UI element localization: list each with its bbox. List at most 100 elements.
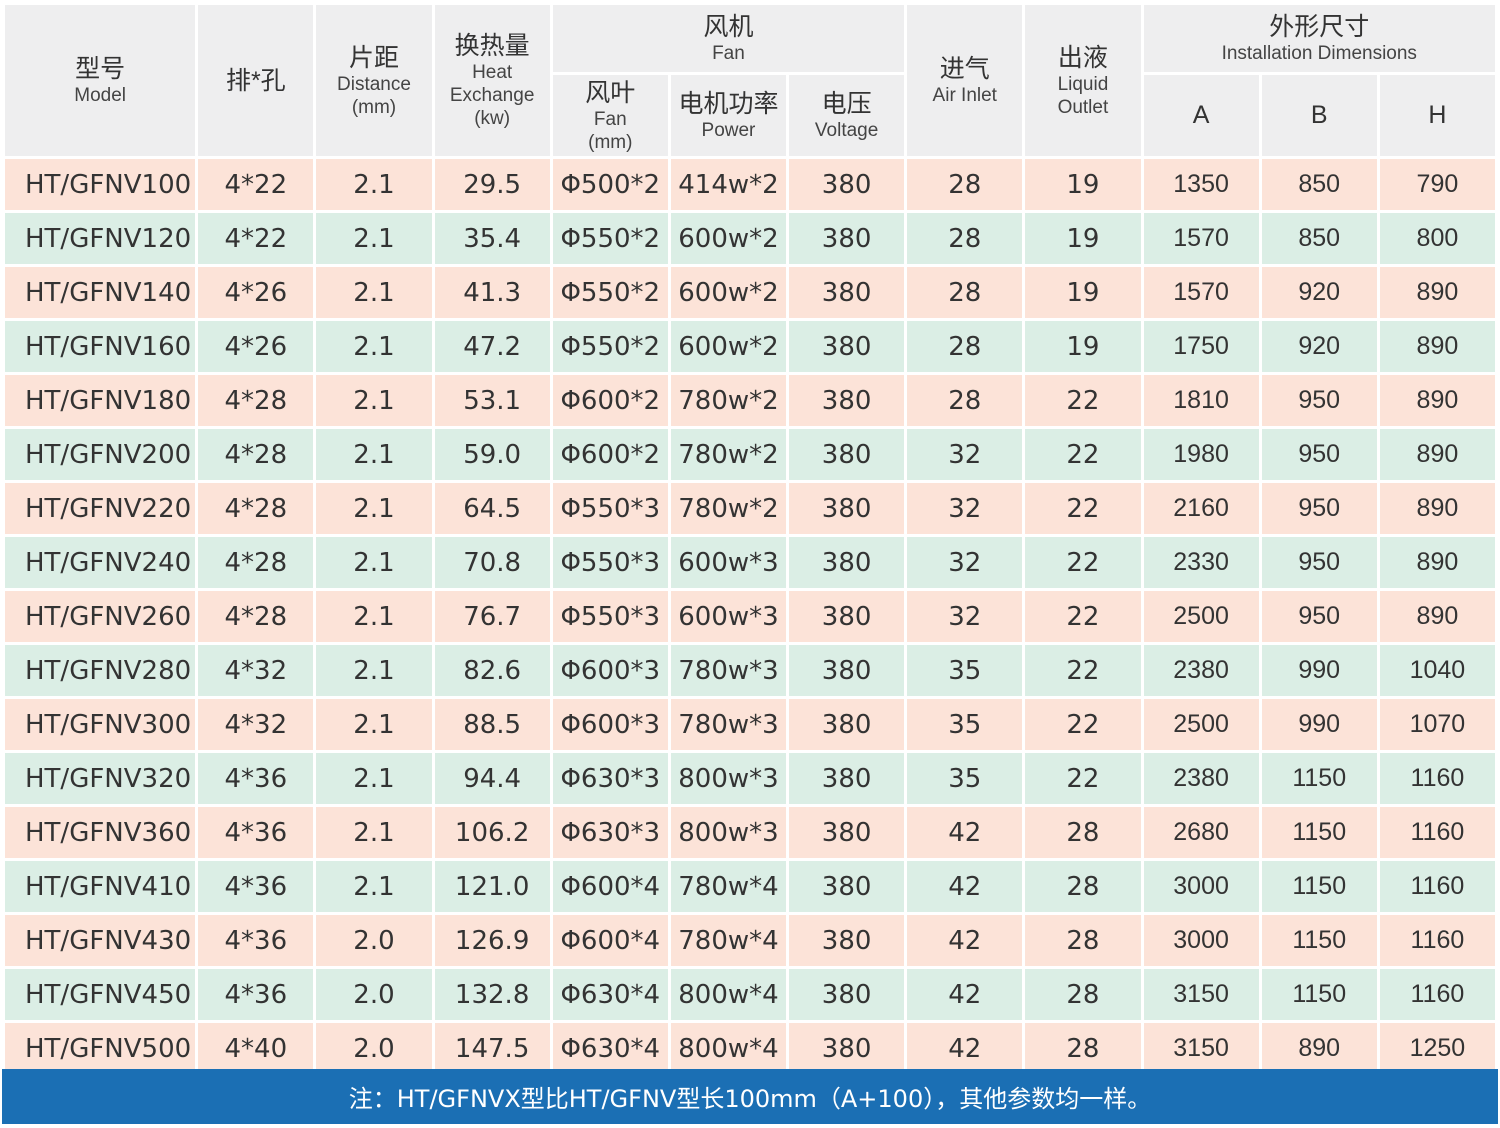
header-model-zh: 型号 [75,55,126,83]
cell-rows-holes: 4*28 [198,591,314,642]
header-distance-en: Distance [337,73,411,95]
cell-fan: Φ600*3 [552,645,668,696]
cell-voltage: 380 [789,915,905,966]
cell-b: 950 [1261,375,1377,426]
header-dims-group-en: Installation Dimensions [1221,43,1417,64]
cell-distance: 2.1 [316,861,432,912]
cell-heat: 94.4 [434,753,550,804]
cell-liquid-outlet: 19 [1025,159,1141,210]
header-heat-en1: Heat [472,62,513,83]
cell-power: 780w*2 [670,375,787,426]
footnote-banner: 注：HT/GFNVX型比HT/GFNV型长100mm（A+100），其他参数均一… [2,1069,1498,1124]
cell-a: 3150 [1143,1023,1259,1074]
table-row: HT/GFNV280 4*32 2.1 82.6 Φ600*3 780w*3 380 35 22… [5,645,1495,696]
cell-liquid-outlet: 22 [1025,483,1141,534]
cell-heat: 70.8 [434,537,550,588]
cell-b: 1150 [1261,753,1377,804]
table-row: HT/GFNV360 4*36 2.1 106.2 Φ630*3 800w*3 380 42 2… [5,807,1495,858]
table-row: HT/GFNV200 4*28 2.1 59.0 Φ600*2 780w*2 380 32 22… [5,429,1495,480]
header-fan-blade-unit: (mm) [588,131,633,153]
cell-fan: Φ550*2 [552,321,668,372]
header-dim-h-label: H [1428,101,1447,129]
cell-fan: Φ550*2 [552,213,668,264]
header-distance-unit: (mm) [351,96,397,118]
header-air-inlet-zh: 进气 [939,55,990,83]
cell-voltage: 380 [789,699,905,750]
cell-power: 800w*3 [670,807,787,858]
cell-b: 890 [1261,1023,1377,1074]
cell-distance: 2.0 [316,1023,432,1074]
cell-heat: 121.0 [434,861,550,912]
cell-voltage: 380 [789,483,905,534]
cell-a: 2380 [1143,645,1259,696]
spec-table: 型号 Model 排*孔 片距 Distance (mm) 换热量 Heat E… [2,2,1498,1077]
cell-liquid-outlet: 22 [1025,537,1141,588]
header-dims-group: 外形尺寸 Installation Dimensions [1143,5,1495,72]
cell-heat: 64.5 [434,483,550,534]
cell-model: HT/GFNV500 [5,1023,196,1074]
cell-power: 800w*4 [670,1023,787,1074]
cell-h: 1160 [1379,753,1495,804]
cell-h: 890 [1379,429,1495,480]
cell-liquid-outlet: 22 [1025,375,1141,426]
cell-rows-holes: 4*28 [198,537,314,588]
cell-model: HT/GFNV260 [5,591,196,642]
header-dim-b: B [1261,75,1377,156]
cell-rows-holes: 4*26 [198,267,314,318]
cell-h: 1250 [1379,1023,1495,1074]
cell-model: HT/GFNV120 [5,213,196,264]
cell-voltage: 380 [789,591,905,642]
cell-voltage: 380 [789,807,905,858]
cell-b: 920 [1261,267,1377,318]
cell-voltage: 380 [789,753,905,804]
table-row: HT/GFNV450 4*36 2.0 132.8 Φ630*4 800w*4 380 42 2… [5,969,1495,1020]
table-row: HT/GFNV100 4*22 2.1 29.5 Φ500*2 414w*2 380 28 19… [5,159,1495,210]
cell-air-inlet: 42 [907,807,1023,858]
cell-distance: 2.1 [316,321,432,372]
cell-voltage: 380 [789,375,905,426]
cell-heat: 47.2 [434,321,550,372]
table-row: HT/GFNV240 4*28 2.1 70.8 Φ550*3 600w*3 380 32 22… [5,537,1495,588]
header-fan-group-zh: 风机 [703,13,754,41]
cell-rows-holes: 4*36 [198,915,314,966]
header-motor-power-zh: 电机功率 [678,90,779,118]
cell-power: 600w*2 [670,321,787,372]
cell-voltage: 380 [789,537,905,588]
cell-air-inlet: 32 [907,429,1023,480]
table-row: HT/GFNV120 4*22 2.1 35.4 Φ550*2 600w*2 380 28 19… [5,213,1495,264]
cell-air-inlet: 42 [907,969,1023,1020]
cell-model: HT/GFNV320 [5,753,196,804]
cell-liquid-outlet: 22 [1025,645,1141,696]
cell-model: HT/GFNV240 [5,537,196,588]
header-dims-group-zh: 外形尺寸 [1269,13,1370,41]
cell-fan: Φ630*3 [552,807,668,858]
cell-b: 850 [1261,159,1377,210]
cell-model: HT/GFNV220 [5,483,196,534]
cell-air-inlet: 35 [907,699,1023,750]
header-rows-holes-zh: 排*孔 [225,66,286,95]
cell-b: 950 [1261,483,1377,534]
cell-rows-holes: 4*36 [198,753,314,804]
cell-a: 1810 [1143,375,1259,426]
cell-heat: 59.0 [434,429,550,480]
cell-liquid-outlet: 28 [1025,915,1141,966]
cell-air-inlet: 28 [907,375,1023,426]
cell-h: 890 [1379,375,1495,426]
cell-h: 1160 [1379,807,1495,858]
cell-power: 600w*3 [670,591,787,642]
cell-model: HT/GFNV200 [5,429,196,480]
cell-a: 1350 [1143,159,1259,210]
cell-air-inlet: 35 [907,645,1023,696]
cell-voltage: 380 [789,213,905,264]
cell-fan: Φ550*3 [552,591,668,642]
table-body: HT/GFNV100 4*22 2.1 29.5 Φ500*2 414w*2 380 28 19… [5,159,1495,1074]
cell-power: 800w*3 [670,753,787,804]
cell-air-inlet: 28 [907,321,1023,372]
header-model-en: Model [74,85,126,106]
cell-model: HT/GFNV140 [5,267,196,318]
cell-liquid-outlet: 22 [1025,753,1141,804]
cell-rows-holes: 4*32 [198,645,314,696]
header-distance: 片距 Distance (mm) [316,5,432,156]
cell-a: 1980 [1143,429,1259,480]
